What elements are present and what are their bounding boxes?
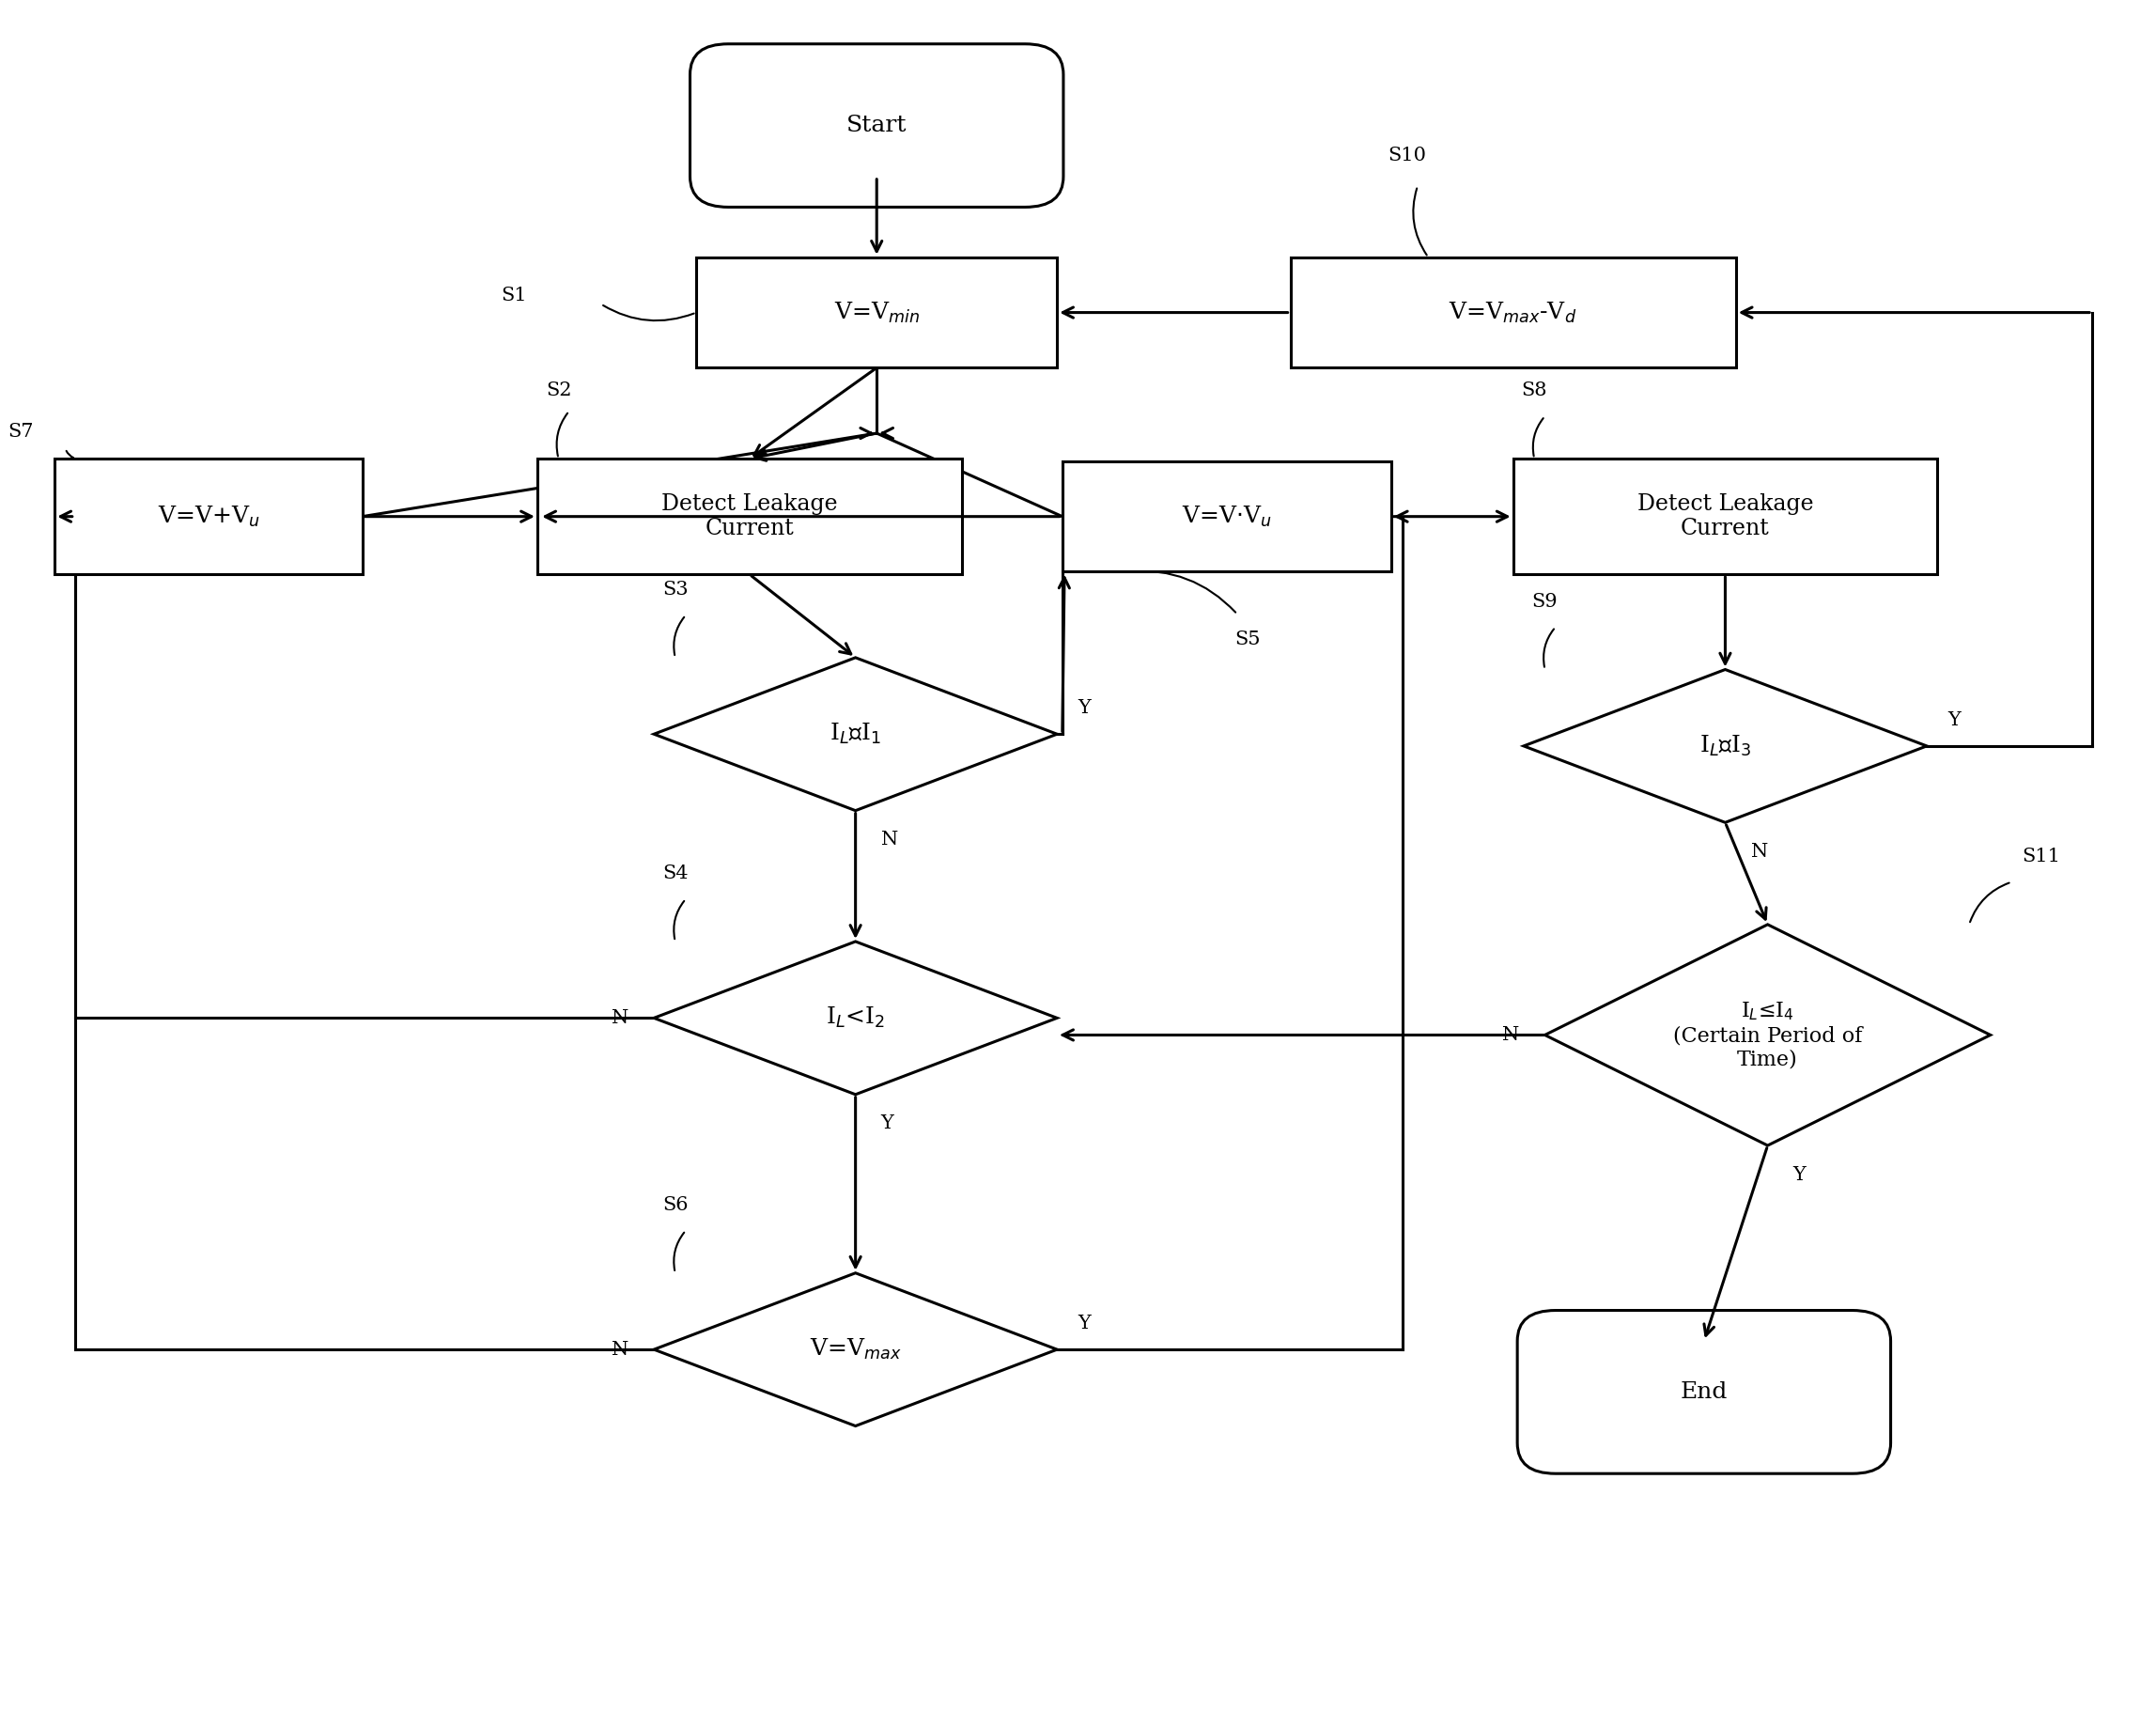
Text: N: N: [1751, 843, 1768, 860]
Text: V=V$_{max}$: V=V$_{max}$: [808, 1338, 901, 1362]
Text: Detect Leakage
Current: Detect Leakage Current: [1636, 493, 1813, 540]
Text: Y: Y: [1949, 711, 1960, 730]
Text: V=V$_{min}$: V=V$_{min}$: [834, 300, 921, 325]
Text: I$_L$<I$_2$: I$_L$<I$_2$: [826, 1006, 886, 1030]
Text: S3: S3: [662, 581, 688, 598]
Text: N: N: [612, 1341, 630, 1358]
FancyBboxPatch shape: [1518, 1310, 1891, 1473]
Text: S10: S10: [1388, 146, 1427, 164]
Text: N: N: [1503, 1026, 1520, 1043]
Text: Start: Start: [847, 115, 908, 137]
FancyBboxPatch shape: [690, 45, 1063, 207]
Text: S6: S6: [662, 1196, 688, 1215]
Text: S9: S9: [1533, 593, 1559, 610]
Polygon shape: [653, 1273, 1056, 1425]
Polygon shape: [1524, 670, 1927, 822]
Bar: [1289, 257, 1736, 368]
Bar: [696, 257, 1056, 368]
Polygon shape: [1546, 925, 1990, 1146]
Text: S7: S7: [9, 423, 34, 440]
Text: S8: S8: [1522, 382, 1548, 399]
Bar: [54, 459, 362, 574]
Text: S5: S5: [1235, 630, 1261, 649]
Bar: [537, 459, 962, 574]
Text: N: N: [882, 831, 899, 850]
Text: V=V$_{max}$-V$_d$: V=V$_{max}$-V$_d$: [1449, 300, 1578, 325]
Text: S2: S2: [545, 382, 571, 399]
Text: N: N: [612, 1009, 630, 1026]
Text: Detect Leakage
Current: Detect Leakage Current: [662, 493, 837, 540]
Polygon shape: [653, 942, 1056, 1095]
Text: S4: S4: [662, 865, 688, 882]
Bar: [1063, 461, 1391, 572]
Text: S1: S1: [500, 286, 526, 305]
Text: Y: Y: [1794, 1167, 1807, 1184]
Text: I$_L$≧I$_1$: I$_L$≧I$_1$: [830, 721, 882, 747]
Text: V=V+V$_u$: V=V+V$_u$: [157, 504, 259, 529]
Text: S11: S11: [2022, 848, 2061, 865]
Text: V=V$\cdot$V$_u$: V=V$\cdot$V$_u$: [1181, 504, 1272, 529]
Text: I$_L$≤I$_4$
(Certain Period of
Time): I$_L$≤I$_4$ (Certain Period of Time): [1673, 1000, 1863, 1071]
Text: I$_L$≧I$_3$: I$_L$≧I$_3$: [1699, 733, 1751, 759]
Text: Y: Y: [1078, 699, 1091, 718]
Text: End: End: [1680, 1381, 1727, 1403]
Polygon shape: [653, 658, 1056, 810]
Text: Y: Y: [1078, 1314, 1091, 1333]
Bar: [1514, 459, 1938, 574]
Text: Y: Y: [882, 1115, 895, 1132]
